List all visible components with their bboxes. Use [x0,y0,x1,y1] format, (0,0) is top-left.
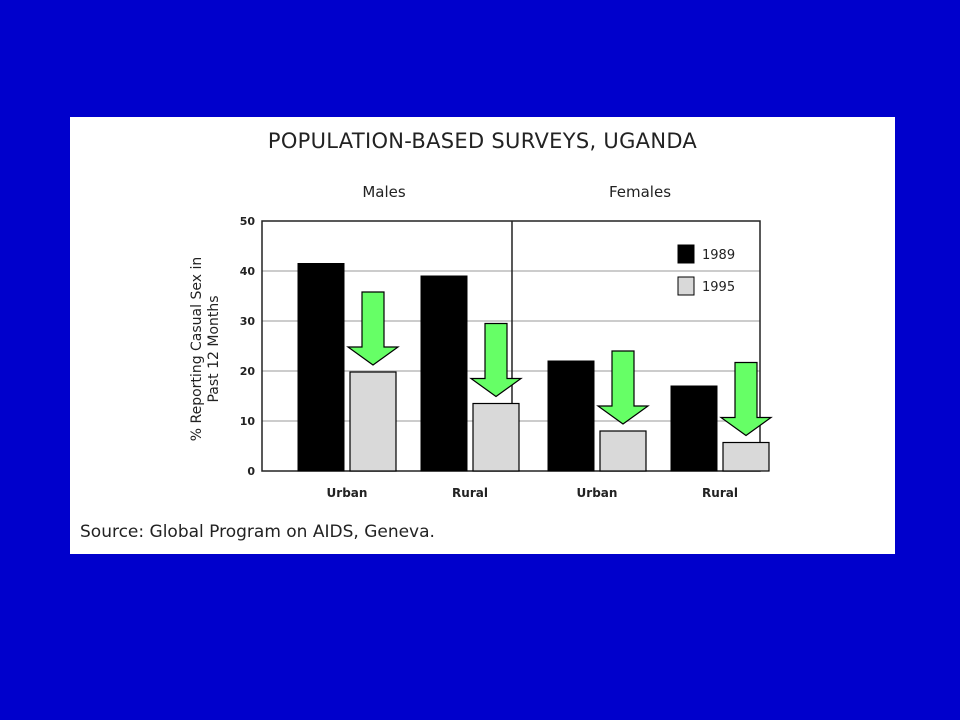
y-tick-label: 10 [240,415,256,428]
x-category-label: Urban [577,486,618,500]
y-tick-label: 40 [240,265,256,278]
group-label-females: Females [608,183,672,201]
bar-1995 [599,430,647,472]
chart-title: POPULATION-BASED SURVEYS, UGANDA [267,129,698,153]
chart-panel: POPULATION-BASED SURVEYS, UGANDA Males F… [70,117,895,554]
legend-swatch [677,276,695,296]
y-tick-label: 30 [240,315,256,328]
group-label-males: Males [362,183,406,201]
y-tick-label: 50 [240,215,256,228]
down-arrow [346,291,400,366]
bar-1995 [349,371,397,472]
x-category-label: Rural [452,486,488,500]
x-category-label: Urban [327,486,368,500]
bar-chart: 0 10 20 30 40 50 Urban Rural Urban Rural 1989 1995%… [189,215,773,500]
down-arrow [596,350,650,425]
y-axis-label: Past 12 Months [206,295,222,402]
bar-1989 [670,385,718,472]
source-note: Source: Global Program on AIDS, Geneva. [80,522,435,542]
bar-1989 [547,360,595,472]
y-tick-label: 20 [240,365,256,378]
legend-swatch [677,244,695,264]
legend-label: 1995 [702,280,735,295]
bar-1995 [722,441,770,472]
down-arrow [719,361,773,437]
y-axis-label: % Reporting Casual Sex in [189,257,205,441]
legend-label: 1989 [702,248,735,263]
bar-1995 [472,402,520,472]
down-arrow [469,322,523,398]
x-category-label: Rural [702,486,738,500]
y-tick-label: 0 [247,465,255,478]
bar-1989 [420,275,468,472]
bar-1989 [297,263,345,472]
